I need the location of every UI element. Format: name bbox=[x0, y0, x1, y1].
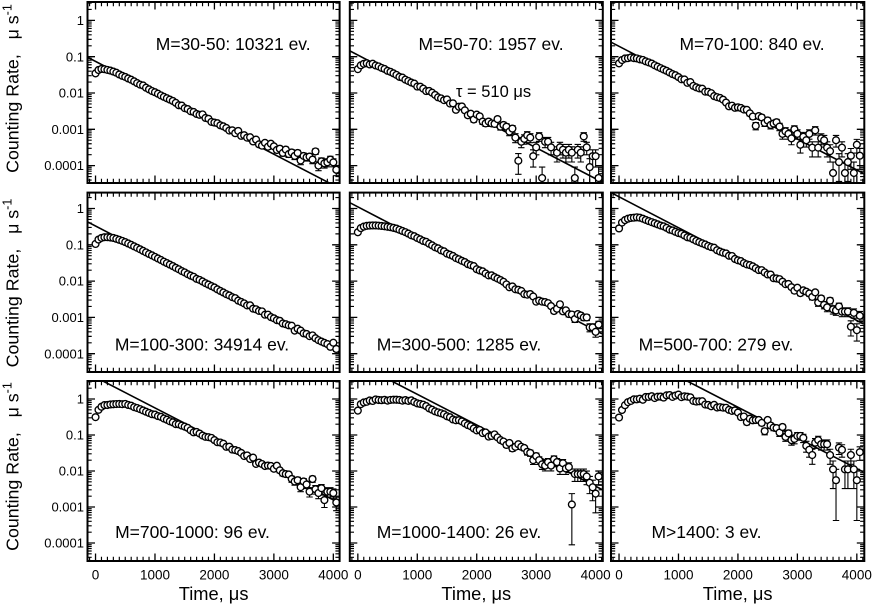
svg-text:2000: 2000 bbox=[199, 568, 229, 583]
svg-text:0.0001: 0.0001 bbox=[44, 536, 84, 551]
svg-text:3000: 3000 bbox=[521, 568, 551, 583]
svg-text:M=300-500: 1285 ev.: M=300-500: 1285 ev. bbox=[377, 335, 542, 355]
svg-text:τ = 510 μs: τ = 510 μs bbox=[456, 83, 531, 101]
svg-text:0.001: 0.001 bbox=[51, 122, 84, 137]
svg-text:M=30-50: 10321 ev.: M=30-50: 10321 ev. bbox=[156, 34, 311, 54]
svg-text:M=70-100: 840 ev.: M=70-100: 840 ev. bbox=[679, 34, 824, 54]
svg-text:1: 1 bbox=[77, 201, 84, 216]
svg-text:0.1: 0.1 bbox=[66, 428, 84, 443]
svg-text:0: 0 bbox=[615, 568, 623, 583]
svg-text:0.0001: 0.0001 bbox=[44, 158, 84, 173]
svg-text:Counting Rate, μ s-1: Counting Rate, μ s-1 bbox=[1, 199, 23, 368]
svg-text:2000: 2000 bbox=[462, 568, 492, 583]
svg-text:1: 1 bbox=[77, 13, 84, 28]
svg-text:Time, μs: Time, μs bbox=[441, 583, 511, 604]
svg-text:Time, μs: Time, μs bbox=[179, 583, 249, 604]
svg-text:0.1: 0.1 bbox=[66, 49, 84, 64]
svg-text:0.01: 0.01 bbox=[59, 464, 84, 479]
svg-text:Counting Rate, μ s-1: Counting Rate, μ s-1 bbox=[1, 4, 23, 173]
svg-text:1: 1 bbox=[77, 392, 84, 407]
svg-text:0.001: 0.001 bbox=[51, 310, 84, 325]
svg-text:M>1400: 3 ev.: M>1400: 3 ev. bbox=[651, 522, 761, 542]
svg-text:0.1: 0.1 bbox=[66, 237, 84, 252]
svg-text:0: 0 bbox=[354, 568, 362, 583]
svg-text:1000: 1000 bbox=[402, 568, 432, 583]
svg-text:3000: 3000 bbox=[259, 568, 289, 583]
svg-text:2000: 2000 bbox=[723, 568, 753, 583]
svg-text:1000: 1000 bbox=[663, 568, 693, 583]
svg-text:Time, μs: Time, μs bbox=[703, 583, 773, 604]
svg-text:Counting Rate, μ s-1: Counting Rate, μ s-1 bbox=[1, 382, 23, 551]
svg-text:M=700-1000: 96 ev.: M=700-1000: 96 ev. bbox=[115, 522, 270, 542]
svg-text:1000: 1000 bbox=[140, 568, 170, 583]
svg-text:M=500-700: 279 ev.: M=500-700: 279 ev. bbox=[639, 335, 794, 355]
svg-text:4000: 4000 bbox=[581, 568, 611, 583]
svg-text:M=50-70: 1957 ev.: M=50-70: 1957 ev. bbox=[418, 34, 563, 54]
svg-text:0.01: 0.01 bbox=[59, 86, 84, 101]
svg-text:M=100-300: 34914 ev.: M=100-300: 34914 ev. bbox=[115, 335, 289, 355]
svg-text:0.01: 0.01 bbox=[59, 274, 84, 289]
svg-text:0.0001: 0.0001 bbox=[44, 346, 84, 361]
svg-text:3000: 3000 bbox=[782, 568, 812, 583]
svg-text:4000: 4000 bbox=[842, 568, 872, 583]
svg-text:0.001: 0.001 bbox=[51, 500, 84, 515]
svg-text:M=1000-1400: 26 ev.: M=1000-1400: 26 ev. bbox=[377, 522, 542, 542]
svg-text:0: 0 bbox=[92, 568, 100, 583]
svg-text:4000: 4000 bbox=[318, 568, 348, 583]
